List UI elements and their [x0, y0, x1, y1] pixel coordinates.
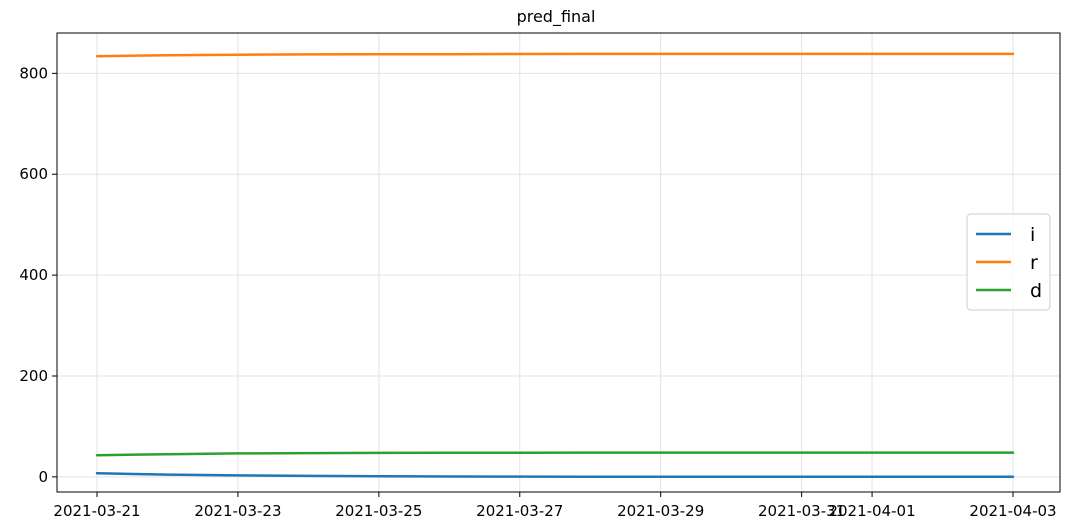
series-line-r	[95, 52, 1015, 58]
y-tick-label: 400	[19, 266, 48, 284]
y-tick-label: 200	[19, 367, 48, 385]
series-line-i	[95, 472, 1015, 479]
series-lines	[95, 52, 1015, 479]
x-tick-label: 2021-03-25	[335, 502, 422, 520]
legend-label-i: i	[1030, 224, 1035, 246]
x-tick-label: 2021-04-03	[969, 502, 1056, 520]
x-tick-label: 2021-03-27	[476, 502, 563, 520]
y-tick-label: 600	[19, 165, 48, 183]
x-tick-label: 2021-03-23	[194, 502, 281, 520]
grid	[57, 33, 1060, 492]
y-axis: 0 200 400 600 800	[19, 64, 57, 486]
x-tick-label: 2021-04-01	[828, 502, 915, 520]
y-tick-label: 0	[38, 468, 48, 486]
series-line-d	[95, 451, 1015, 457]
legend: ird	[966, 213, 1051, 311]
legend-label-d: d	[1030, 280, 1042, 302]
x-tick-label: 2021-03-21	[53, 502, 140, 520]
x-tick-label: 2021-03-31	[758, 502, 845, 520]
y-tick-label: 800	[19, 64, 48, 82]
chart-title: pred_final	[517, 7, 596, 27]
plot-frame	[56, 32, 1061, 493]
legend-label-r: r	[1030, 252, 1038, 274]
x-axis: 2021-03-21 2021-03-23 2021-03-25 2021-03-27…	[53, 492, 1057, 520]
x-tick-label: 2021-03-29	[617, 502, 704, 520]
